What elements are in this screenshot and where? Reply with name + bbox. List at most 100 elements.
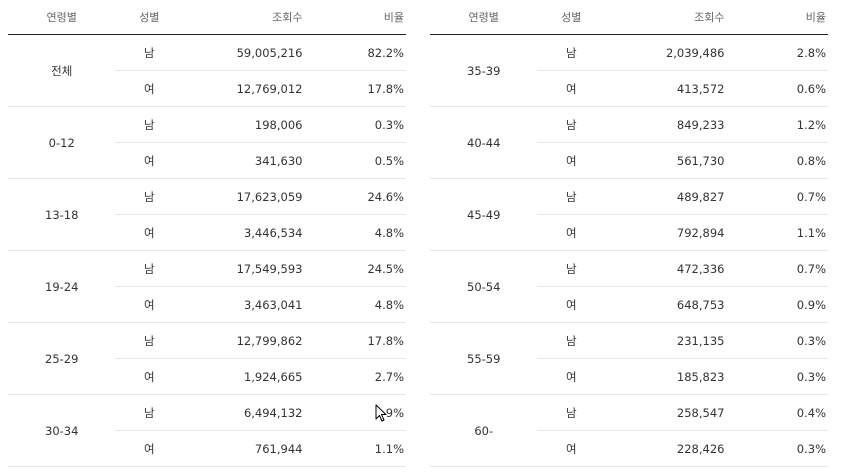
- table-row: 전체 남 59,005,216 82.2%: [8, 34, 406, 107]
- ratio-cell: 0.8%: [732, 142, 828, 179]
- ratio-cell: 0.6%: [732, 70, 828, 107]
- age-group-cell: 55-59: [430, 322, 538, 395]
- gender-cell: 여: [115, 214, 184, 251]
- table-row: 60- 남 258,547 0.4%: [430, 394, 828, 467]
- age-group-cell: 50-54: [430, 250, 538, 323]
- table-row: 25-29 남 12,799,862 17.8%: [8, 322, 406, 395]
- gender-cell: 여: [115, 358, 184, 395]
- header-ratio: 비율: [732, 0, 828, 35]
- ratio-cell: 0.3%: [310, 106, 406, 143]
- views-cell: 17,549,593: [183, 250, 311, 287]
- table-row: 40-44 남 849,233 1.2%: [430, 106, 828, 179]
- views-cell: 472,336: [605, 250, 733, 287]
- right-stats-table: 연령별 성별 조회수 비율 35-39 남 2,039,486 2.8% 여 4…: [430, 0, 828, 467]
- views-cell: 17,623,059: [183, 178, 311, 215]
- views-cell: 12,769,012: [183, 70, 311, 107]
- ratio-cell: 0.3%: [732, 322, 828, 359]
- table-row: 35-39 남 2,039,486 2.8%: [430, 34, 828, 107]
- ratio-cell: 0.4%: [732, 394, 828, 431]
- ratio-cell: 17.8%: [310, 322, 406, 359]
- gender-cell: 남: [115, 394, 184, 431]
- table-row: 여 3,446,534 4.8%: [8, 214, 406, 251]
- table-row: 0-12 남 198,006 0.3%: [8, 106, 406, 179]
- table-row: 여 185,823 0.3%: [430, 358, 828, 395]
- ratio-cell: 0.3%: [732, 430, 828, 467]
- age-group-cell: 40-44: [430, 106, 538, 179]
- views-cell: 792,894: [605, 214, 733, 251]
- age-group-cell: 전체: [8, 34, 116, 107]
- views-cell: 185,823: [605, 358, 733, 395]
- views-cell: 228,426: [605, 430, 733, 467]
- views-cell: 3,463,041: [183, 286, 311, 323]
- age-group-cell: 19-24: [8, 250, 116, 323]
- gender-cell: 여: [537, 214, 606, 251]
- ratio-cell: 2.7%: [310, 358, 406, 395]
- age-group-cell: 0-12: [8, 106, 116, 179]
- table-row: 여 648,753 0.9%: [430, 286, 828, 323]
- left-stats-panel: 연령별 성별 조회수 비율 전체 남 59,005,216 82.2% 여 12…: [8, 0, 406, 467]
- age-group-cell: 35-39: [430, 34, 538, 107]
- ratio-cell: 1.1%: [732, 214, 828, 251]
- gender-cell: 여: [115, 286, 184, 323]
- table-row: 30-34 남 6,494,132 9%: [8, 394, 406, 467]
- age-group-cell: 25-29: [8, 322, 116, 395]
- views-cell: 59,005,216: [183, 34, 311, 71]
- views-cell: 648,753: [605, 286, 733, 323]
- header-views: 조회수: [605, 0, 733, 35]
- table-row: 여 761,944 1.1%: [8, 430, 406, 467]
- ratio-cell: 0.3%: [732, 358, 828, 395]
- gender-cell: 남: [537, 34, 606, 71]
- left-table-header: 연령별 성별 조회수 비율: [8, 0, 406, 35]
- table-row: 여 413,572 0.6%: [430, 70, 828, 107]
- ratio-cell: 0.9%: [732, 286, 828, 323]
- ratio-cell: 1.2%: [732, 106, 828, 143]
- views-cell: 413,572: [605, 70, 733, 107]
- views-cell: 3,446,534: [183, 214, 311, 251]
- table-row: 여 792,894 1.1%: [430, 214, 828, 251]
- header-gender: 성별: [115, 0, 184, 35]
- views-cell: 6,494,132: [183, 394, 311, 431]
- ratio-cell: 4.8%: [310, 214, 406, 251]
- table-row: 13-18 남 17,623,059 24.6%: [8, 178, 406, 251]
- age-group-cell: 45-49: [430, 178, 538, 251]
- table-row: 여 1,924,665 2.7%: [8, 358, 406, 395]
- ratio-cell: 0.7%: [732, 250, 828, 287]
- table-row: 55-59 남 231,135 0.3%: [430, 322, 828, 395]
- gender-cell: 여: [115, 70, 184, 107]
- gender-cell: 남: [115, 250, 184, 287]
- views-cell: 198,006: [183, 106, 311, 143]
- ratio-cell: 24.5%: [310, 250, 406, 287]
- gender-cell: 여: [537, 286, 606, 323]
- gender-cell: 남: [537, 322, 606, 359]
- gender-cell: 여: [537, 142, 606, 179]
- table-row: 여 561,730 0.8%: [430, 142, 828, 179]
- views-cell: 761,944: [183, 430, 311, 467]
- ratio-cell: 0.5%: [310, 142, 406, 179]
- header-ratio: 비율: [310, 0, 406, 35]
- gender-cell: 여: [537, 430, 606, 467]
- header-views: 조회수: [183, 0, 311, 35]
- gender-cell: 여: [115, 142, 184, 179]
- gender-cell: 남: [115, 106, 184, 143]
- views-cell: 561,730: [605, 142, 733, 179]
- left-stats-table: 연령별 성별 조회수 비율 전체 남 59,005,216 82.2% 여 12…: [8, 0, 406, 467]
- right-stats-panel: 연령별 성별 조회수 비율 35-39 남 2,039,486 2.8% 여 4…: [430, 0, 828, 467]
- views-cell: 258,547: [605, 394, 733, 431]
- gender-cell: 남: [115, 322, 184, 359]
- table-row: 여 341,630 0.5%: [8, 142, 406, 179]
- table-row: 여 228,426 0.3%: [430, 430, 828, 467]
- gender-cell: 남: [537, 178, 606, 215]
- views-cell: 1,924,665: [183, 358, 311, 395]
- table-row: 19-24 남 17,549,593 24.5%: [8, 250, 406, 323]
- views-cell: 849,233: [605, 106, 733, 143]
- ratio-cell: 24.6%: [310, 178, 406, 215]
- views-cell: 2,039,486: [605, 34, 733, 71]
- views-cell: 489,827: [605, 178, 733, 215]
- gender-cell: 여: [115, 430, 184, 467]
- header-age: 연령별: [430, 0, 538, 35]
- table-row: 여 12,769,012 17.8%: [8, 70, 406, 107]
- gender-cell: 남: [537, 250, 606, 287]
- ratio-cell: 4.8%: [310, 286, 406, 323]
- views-cell: 341,630: [183, 142, 311, 179]
- views-cell: 12,799,862: [183, 322, 311, 359]
